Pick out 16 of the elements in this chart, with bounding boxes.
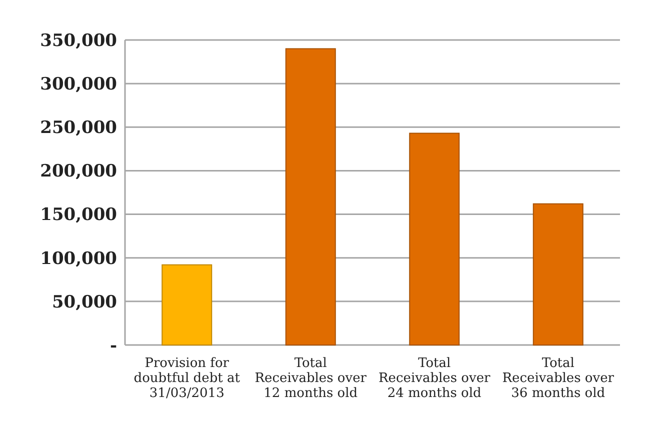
x-tick-label: Provision for doubtful debt at 31/03/2013 — [134, 356, 241, 401]
y-tick-label: 150,000 — [40, 205, 118, 226]
x-tick-label: Total Receivables over 36 months old — [502, 356, 615, 401]
y-tick-label: 350,000 — [40, 30, 118, 51]
y-tick-label: 200,000 — [40, 162, 118, 182]
y-tick-label: - — [110, 336, 117, 356]
x-tick-label: Total Receivables over 12 months old — [254, 356, 368, 401]
bar — [409, 132, 460, 346]
bar — [532, 203, 584, 346]
x-tick-label: Total Receivables over 24 months old — [378, 356, 492, 401]
y-tick-label: 300,000 — [40, 74, 118, 95]
bar — [285, 48, 336, 346]
y-tick-label: 50,000 — [52, 292, 118, 312]
bar — [162, 264, 212, 346]
y-tick-label: 250,000 — [40, 118, 118, 138]
y-tick-label: 100,000 — [40, 248, 118, 269]
